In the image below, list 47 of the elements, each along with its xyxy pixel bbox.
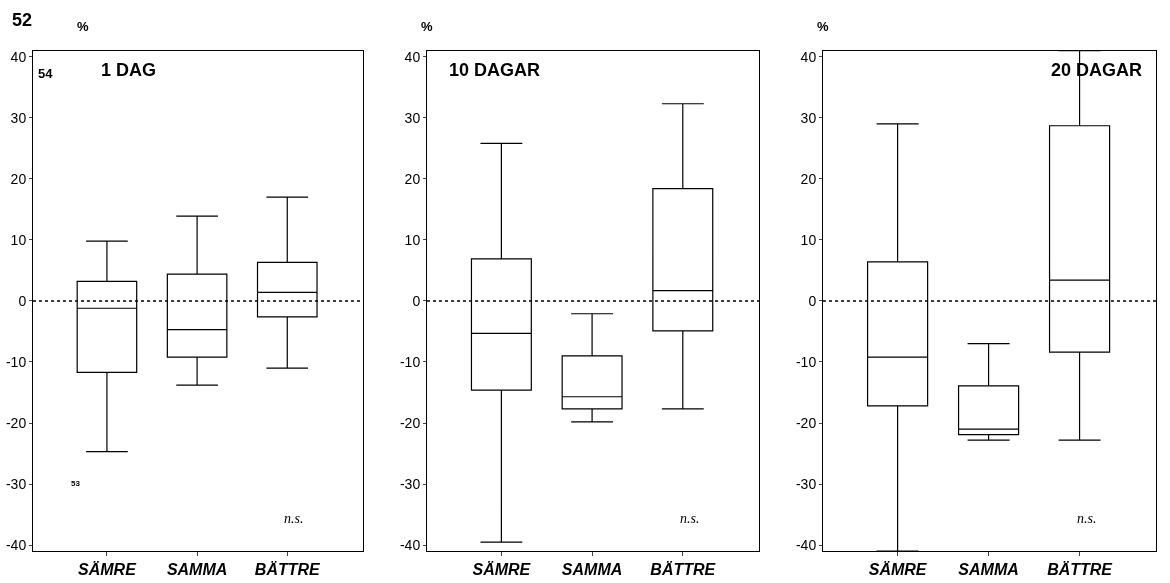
annotation: 54 (38, 66, 54, 81)
text: 1 DAG (101, 60, 157, 80)
y-tick-label: -10 (399, 353, 421, 370)
x-tick-label: BÄTTRE (254, 561, 322, 579)
y-tick-label: -40 (795, 537, 817, 553)
y-tick-label: 30 (10, 109, 27, 126)
x-tick-label: SAMMA (561, 561, 623, 579)
x-tick-label: SÄMRE (78, 561, 138, 579)
x-tick-label: BÄTTRE (650, 561, 717, 579)
y-tick-label: 0 (808, 292, 817, 309)
y-tick-label: -40 (5, 537, 27, 553)
x-tick-label: SÄMRE (868, 561, 928, 579)
y-tick-label: -30 (399, 475, 421, 492)
y-tick-label: 0 (412, 292, 421, 309)
y-tick-label: 20 (800, 170, 817, 187)
y-tick-label: -30 (795, 475, 817, 492)
y-tick-label: 10 (800, 231, 817, 248)
y-tick-label: 40 (404, 48, 421, 65)
y-tick-label: 30 (404, 109, 421, 126)
y-axis-title: % (77, 19, 89, 34)
y-tick-label: 10 (404, 231, 421, 248)
annotation: n.s. (284, 511, 304, 526)
x-tick-label: BÄTTRE (1047, 561, 1114, 579)
y-tick-label: -20 (795, 414, 817, 431)
y-tick-label: 0 (18, 292, 27, 309)
annotation: n.s. (680, 511, 700, 526)
y-tick-label: -10 (5, 353, 27, 370)
y-tick-label: -40 (399, 537, 421, 553)
annotation: 53 (71, 479, 81, 488)
y-tick-label: 10 (10, 231, 27, 248)
text: 52 (12, 10, 33, 30)
x-tick-label: SÄMRE (472, 561, 532, 579)
y-tick-label: 40 (800, 48, 817, 65)
y-tick-label: 30 (800, 109, 817, 126)
annotation: n.s. (1077, 511, 1097, 526)
text: 10 DAGAR (449, 60, 541, 80)
y-tick-label: -20 (399, 414, 421, 431)
y-tick-label: 40 (10, 48, 27, 65)
x-tick-label: SAMMA (166, 561, 228, 579)
y-axis-title: % (421, 19, 433, 34)
y-tick-label: -10 (795, 353, 817, 370)
y-tick-label: -20 (5, 414, 27, 431)
y-tick-label: -30 (5, 475, 27, 492)
x-tick-label: SAMMA (958, 561, 1019, 579)
y-tick-label: 20 (10, 170, 27, 187)
y-tick-label: 20 (404, 170, 421, 187)
y-axis-title: % (817, 19, 829, 34)
